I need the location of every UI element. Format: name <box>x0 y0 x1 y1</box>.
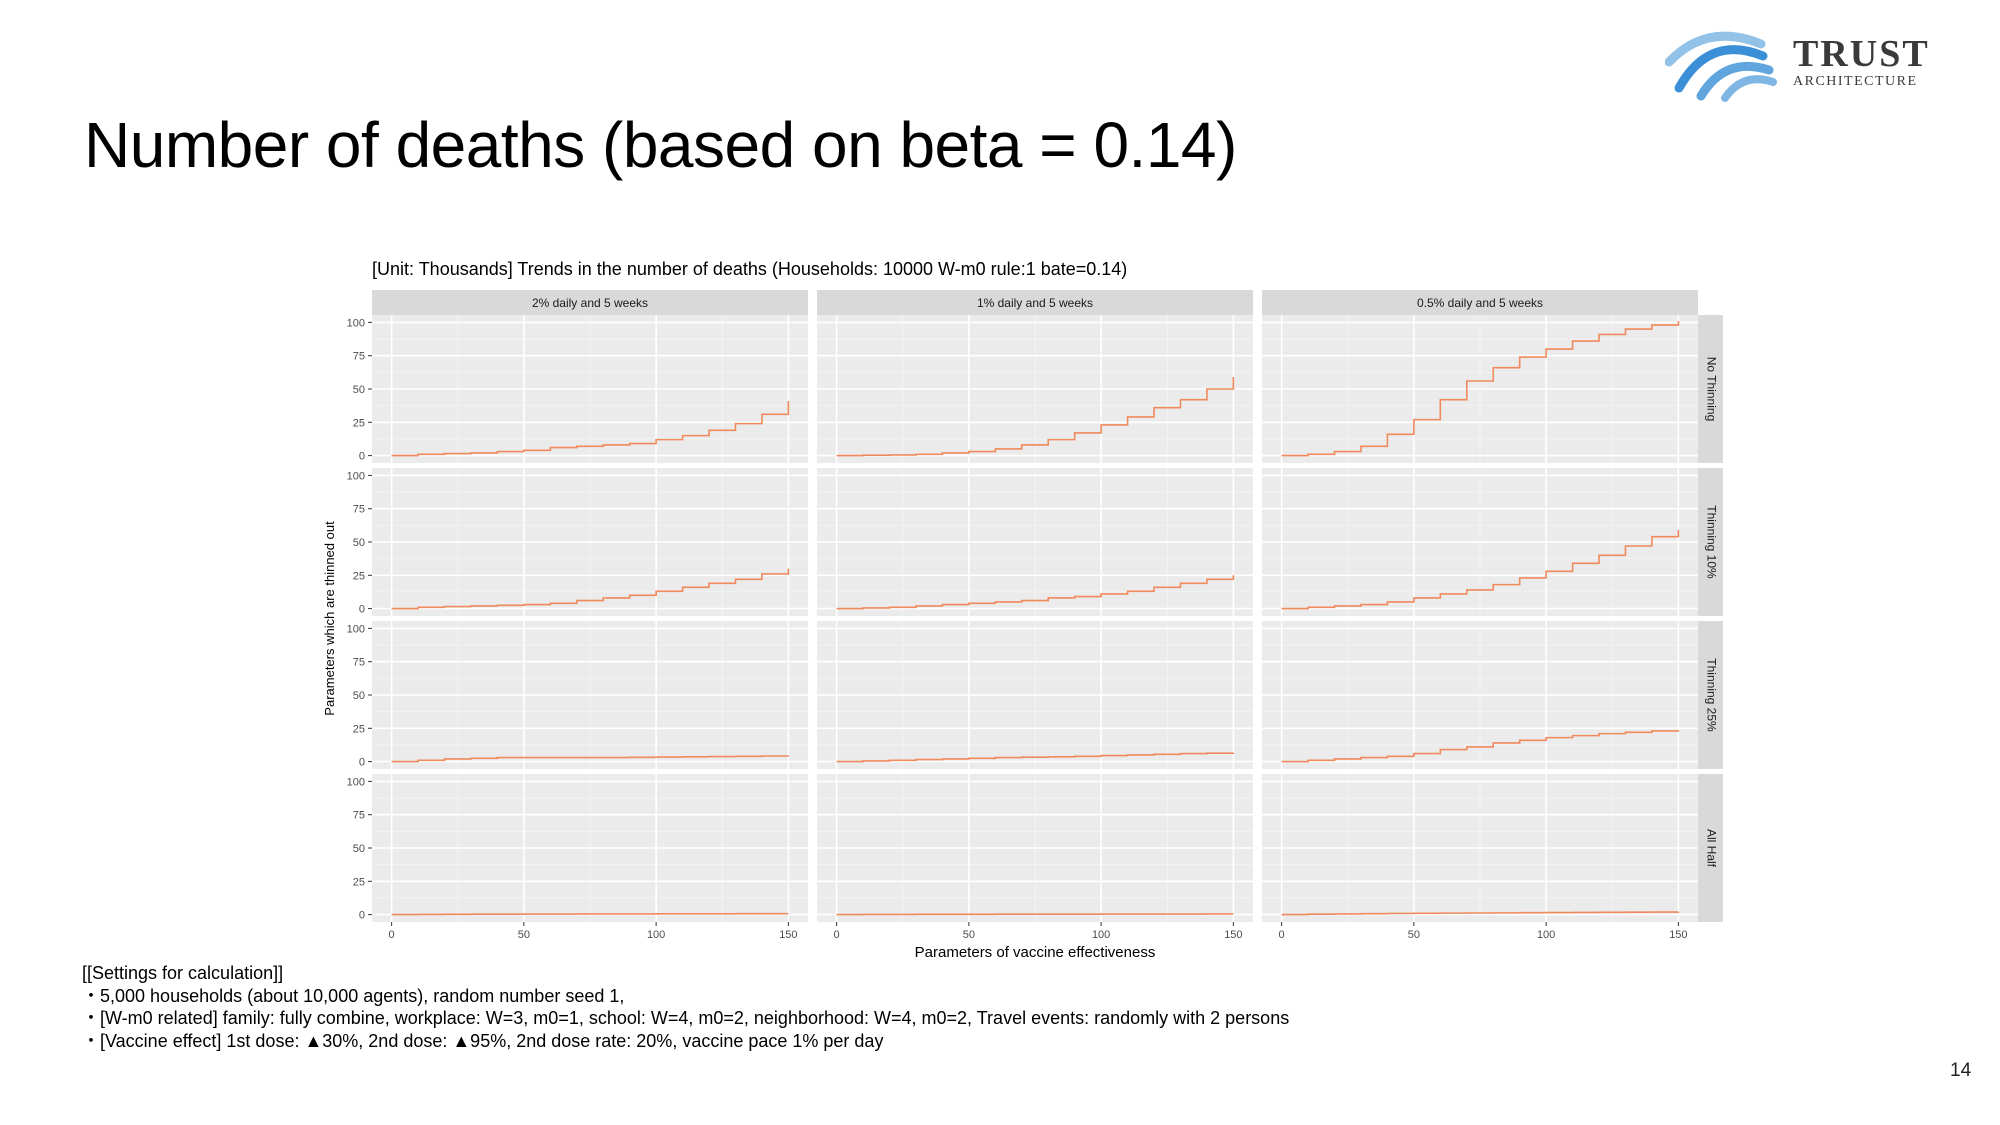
facet-strip-row <box>1698 621 1723 769</box>
facet-strip-row <box>1698 774 1723 922</box>
calculation-settings: [[Settings for calculation]] ・5,000 hous… <box>82 962 1289 1052</box>
series-line <box>836 575 1235 610</box>
y-tick-label: 100 <box>347 317 365 329</box>
y-axis-label: Parameters which are thinned out <box>322 521 337 716</box>
facet-strip-label: Thinning 10% <box>1704 505 1718 579</box>
series-line <box>391 400 790 457</box>
series-line <box>836 377 1235 457</box>
y-tick-label: 50 <box>353 384 365 396</box>
x-tick-label: 100 <box>1092 929 1110 941</box>
facet-strip-label: 2% daily and 5 weeks <box>532 296 648 310</box>
y-tick-label: 75 <box>353 810 365 822</box>
x-tick-label: 50 <box>1408 929 1420 941</box>
facet-strip-label: 0.5% daily and 5 weeks <box>1417 296 1543 310</box>
series-line <box>1281 530 1680 610</box>
series-line <box>1281 321 1680 457</box>
x-tick-label: 150 <box>1669 929 1687 941</box>
facet-strip-row <box>1698 468 1723 616</box>
facet-strip-label: Thinning 25% <box>1704 658 1718 732</box>
series-line <box>391 568 790 610</box>
settings-line: ・[W-m0 related] family: fully combine, w… <box>82 1008 1290 1028</box>
settings-line: ・5,000 households (about 10,000 agents),… <box>82 985 625 1006</box>
series-line <box>836 752 1235 763</box>
settings-line: ・[Vaccine effect] 1st dose: ▲30%, 2nd do… <box>82 1030 884 1051</box>
x-tick-label: 0 <box>389 929 395 941</box>
y-tick-label: 0 <box>359 604 365 616</box>
y-tick-label: 25 <box>353 723 365 735</box>
x-tick-label: 0 <box>1279 929 1285 941</box>
x-tick-label: 150 <box>1224 929 1242 941</box>
y-tick-label: 25 <box>353 417 365 429</box>
facet-strip-label: All Half <box>1704 829 1718 868</box>
logo-text-sub: ARCHITECTURE <box>1793 74 1918 89</box>
deaths-facet-chart: [Unit: Thousands] Trends in the number o… <box>322 259 1723 960</box>
facet-strip-label: No Thinning <box>1704 357 1718 422</box>
x-tick-label: 0 <box>834 929 840 941</box>
x-tick-label: 100 <box>647 929 665 941</box>
y-tick-label: 75 <box>353 657 365 669</box>
y-tick-label: 0 <box>359 910 365 922</box>
x-tick-label: 150 <box>779 929 797 941</box>
facet-strip-column <box>372 290 808 315</box>
facet-strip-label: 1% daily and 5 weeks <box>977 296 1093 310</box>
x-tick-label: 50 <box>518 929 530 941</box>
facet-strip-column <box>1262 290 1698 315</box>
x-tick-label: 50 <box>963 929 975 941</box>
logo-arch-icon <box>1664 31 1777 102</box>
slide-title: Number of deaths (based on beta = 0.14) <box>84 109 1237 181</box>
y-tick-label: 100 <box>347 776 365 788</box>
y-tick-label: 50 <box>353 843 365 855</box>
y-tick-label: 25 <box>353 570 365 582</box>
y-tick-label: 0 <box>359 451 365 463</box>
series-line <box>836 913 1234 916</box>
y-tick-label: 0 <box>359 757 365 769</box>
series-line <box>1281 730 1680 763</box>
y-tick-label: 50 <box>353 537 365 549</box>
series-line <box>391 912 789 916</box>
x-tick-label: 100 <box>1537 929 1555 941</box>
facet-strip-column <box>817 290 1253 315</box>
y-tick-label: 100 <box>347 470 365 482</box>
y-tick-label: 100 <box>347 623 365 635</box>
logo-text-main: TRUST <box>1793 33 1930 75</box>
y-tick-label: 75 <box>353 504 365 516</box>
y-tick-label: 50 <box>353 690 365 702</box>
chart-title: [Unit: Thousands] Trends in the number o… <box>372 259 1127 279</box>
page-number: 14 <box>1950 1060 1972 1081</box>
x-axis-label: Parameters of vaccine effectiveness <box>915 944 1156 960</box>
facet-strip-row <box>1698 315 1723 463</box>
trust-architecture-logo: TRUST ARCHITECTURE <box>1664 26 1985 102</box>
y-tick-label: 25 <box>353 876 365 888</box>
y-tick-label: 75 <box>353 351 365 363</box>
series-line <box>391 755 790 763</box>
series-line <box>1281 911 1680 916</box>
settings-heading: [[Settings for calculation]] <box>82 963 284 983</box>
